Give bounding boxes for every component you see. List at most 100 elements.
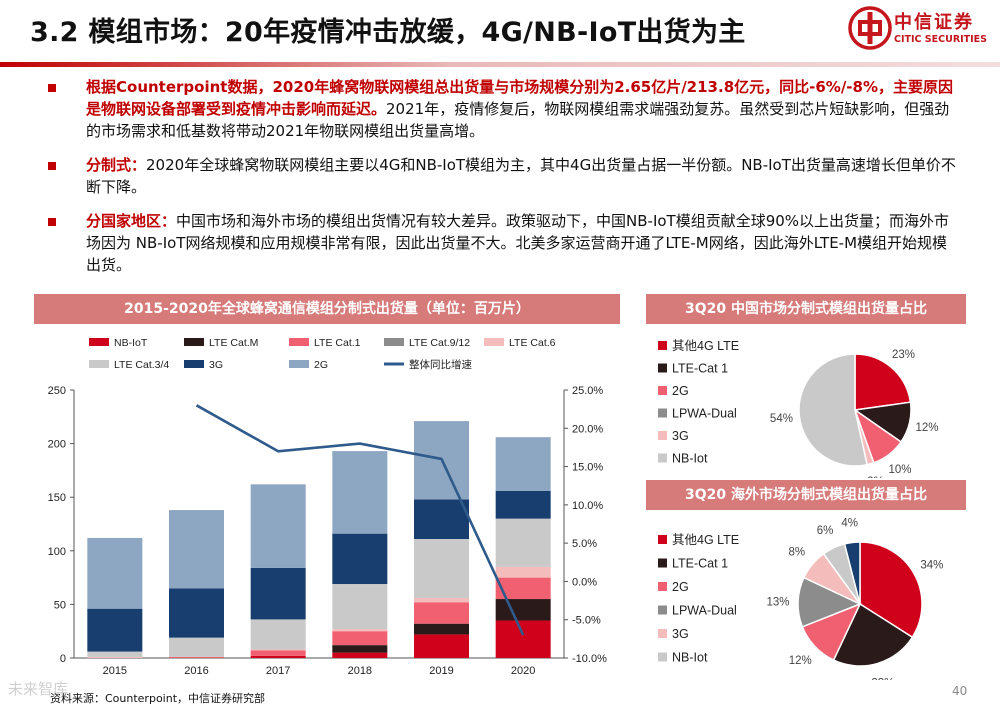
bar-segment bbox=[169, 656, 224, 658]
legend-item: 3G bbox=[658, 429, 689, 443]
pie-value-label: 13% bbox=[767, 596, 790, 608]
pie-value-label: 8% bbox=[789, 547, 806, 559]
legend-label: 其他4G LTE bbox=[672, 533, 739, 547]
legend-label: NB-IoT bbox=[114, 337, 148, 349]
bar-segment bbox=[495, 599, 551, 621]
left-chart-title: 2015-2020年全球蜂窝通信模组分制式出货量（单位：百万片） bbox=[34, 294, 620, 324]
legend-item: 2G bbox=[289, 359, 328, 371]
china-pie-chart: 其他4G LTE LTE-Cat 1 2G LPWA-Dual 3G NB-Iot 23% 1… bbox=[646, 326, 966, 478]
legend-item: LTE Cat.3/4 bbox=[89, 359, 169, 371]
y-tick-label: 0 bbox=[60, 653, 66, 665]
legend-label: 2G bbox=[672, 580, 689, 594]
os-chart-title: 3Q20 海外市场分制式模组出货量占比 bbox=[646, 480, 966, 510]
legend-item: 整体同比增速 bbox=[384, 358, 472, 371]
legend-label: 3G bbox=[672, 429, 689, 443]
bullet-highlight: 根据Counterpoint数据，2020年蜂窝物联网模组总出货量与市场规模分别… bbox=[86, 78, 953, 118]
legend-label: NB-Iot bbox=[672, 452, 708, 466]
legend-swatch bbox=[658, 558, 667, 568]
overseas-pie-chart: 其他4G LTE LTE-Cat 1 2G LPWA-Dual 3G NB-Iot 34% 2… bbox=[646, 512, 966, 680]
x-tick-label: 2020 bbox=[511, 665, 535, 677]
bar-segment bbox=[332, 652, 388, 658]
bar-segment bbox=[250, 655, 306, 658]
legend-item: 其他4G LTE bbox=[658, 339, 739, 353]
y2-tick-label: -5.0% bbox=[572, 615, 601, 627]
pie-value-label: 23% bbox=[892, 349, 915, 361]
x-tick-label: 2019 bbox=[429, 665, 453, 677]
legend-item: LTE Cat.1 bbox=[289, 337, 361, 349]
x-tick-label: 2017 bbox=[266, 665, 290, 677]
bullet-highlight: 分制式： bbox=[86, 156, 147, 174]
y2-tick-label: 25.0% bbox=[572, 385, 603, 397]
bullet-list: 根据Counterpoint数据，2020年蜂窝物联网模组总出货量与市场规模分别… bbox=[48, 76, 960, 288]
y-tick-label: 200 bbox=[48, 439, 66, 451]
legend-item: LPWA-Dual bbox=[658, 604, 737, 618]
bar-segment bbox=[332, 645, 388, 653]
growth-line bbox=[195, 404, 525, 636]
legend-label: LPWA-Dual bbox=[672, 604, 737, 618]
legend-label: LTE Cat.3/4 bbox=[114, 359, 169, 371]
legend-swatch bbox=[184, 338, 204, 346]
company-logo: 中信证券 CITIC SECURITIES bbox=[848, 4, 996, 54]
pie-value-label: 34% bbox=[920, 559, 943, 571]
legend-item: 2G bbox=[658, 384, 689, 398]
citic-logo-icon bbox=[848, 6, 892, 50]
legend-swatch bbox=[658, 408, 667, 418]
legend-label: 其他4G LTE bbox=[672, 339, 739, 353]
legend-swatch bbox=[658, 363, 667, 373]
legend-item: NB-IoT bbox=[89, 337, 148, 349]
y2-tick-label: 15.0% bbox=[572, 462, 603, 474]
legend-label: NB-Iot bbox=[672, 651, 708, 665]
pie-value-label: 23% bbox=[871, 678, 894, 680]
bar-segment bbox=[250, 649, 306, 651]
legend-swatch bbox=[384, 338, 404, 346]
bar-segment bbox=[332, 584, 388, 630]
shipment-bar-chart: NB-IoT LTE Cat.M LTE Cat.1 LTE Cat.9/12 LTE … bbox=[34, 326, 620, 680]
legend-item: LPWA-Dual bbox=[658, 407, 737, 421]
legend-swatch bbox=[658, 605, 667, 615]
bar-segment bbox=[414, 634, 469, 658]
bullet-text: 2020年全球蜂窝物联网模组主要以4G和NB-IoT模组为主，其中4G出货量占据… bbox=[86, 156, 956, 196]
pie-value-label: 12% bbox=[915, 422, 938, 434]
legend-item: 3G bbox=[658, 627, 689, 641]
legend-label: 整体同比增速 bbox=[409, 358, 472, 371]
legend-item: NB-Iot bbox=[658, 651, 708, 665]
pie-slice bbox=[798, 353, 868, 467]
page-title: 3.2 模组市场：20年疫情冲击放缓，4G/NB-IoT出货为主 bbox=[30, 17, 746, 48]
legend-swatch bbox=[184, 360, 204, 368]
bar-segment bbox=[250, 650, 306, 656]
pie-value-label: 10% bbox=[888, 464, 911, 476]
bar-segment bbox=[87, 537, 143, 609]
bar-segment bbox=[332, 533, 388, 585]
legend-item: 其他4G LTE bbox=[658, 533, 739, 547]
bullet-text: 中国市场和海外市场的模组出货情况有较大差异。政策驱动下，中国NB-IoT模组贡献… bbox=[86, 212, 950, 274]
legend-item: NB-Iot bbox=[658, 452, 708, 466]
legend-swatch bbox=[658, 341, 667, 350]
x-tick-label: 2015 bbox=[103, 665, 127, 677]
y2-tick-label: 0.0% bbox=[572, 576, 597, 588]
legend-swatch bbox=[658, 535, 667, 544]
legend-label: 2G bbox=[672, 384, 689, 398]
bar-segment bbox=[414, 602, 469, 624]
bar-segment bbox=[414, 539, 469, 598]
bar-segment bbox=[495, 577, 551, 600]
bar-segment bbox=[250, 619, 306, 650]
legend-item: LTE-Cat 1 bbox=[658, 557, 728, 571]
y2-tick-label: -10.0% bbox=[572, 653, 607, 665]
legend-swatch bbox=[658, 582, 667, 591]
bar-segment bbox=[169, 588, 224, 638]
bar-segment bbox=[414, 597, 469, 603]
legend-label: 3G bbox=[209, 359, 223, 371]
bar-segment bbox=[495, 490, 551, 519]
bar-segment bbox=[495, 620, 551, 658]
bar-segment bbox=[414, 623, 469, 635]
legend-item: 2G bbox=[658, 580, 689, 594]
page-number: 40 bbox=[952, 684, 968, 698]
legend-label: LTE Cat.9/12 bbox=[409, 337, 470, 349]
legend-swatch bbox=[658, 629, 667, 638]
y-tick-label: 250 bbox=[48, 385, 66, 397]
pie-value-label: 2% bbox=[867, 476, 884, 478]
bar-segment bbox=[87, 651, 143, 657]
legend-swatch bbox=[484, 338, 504, 346]
legend-swatch bbox=[289, 338, 309, 346]
y2-tick-label: 5.0% bbox=[572, 538, 597, 550]
